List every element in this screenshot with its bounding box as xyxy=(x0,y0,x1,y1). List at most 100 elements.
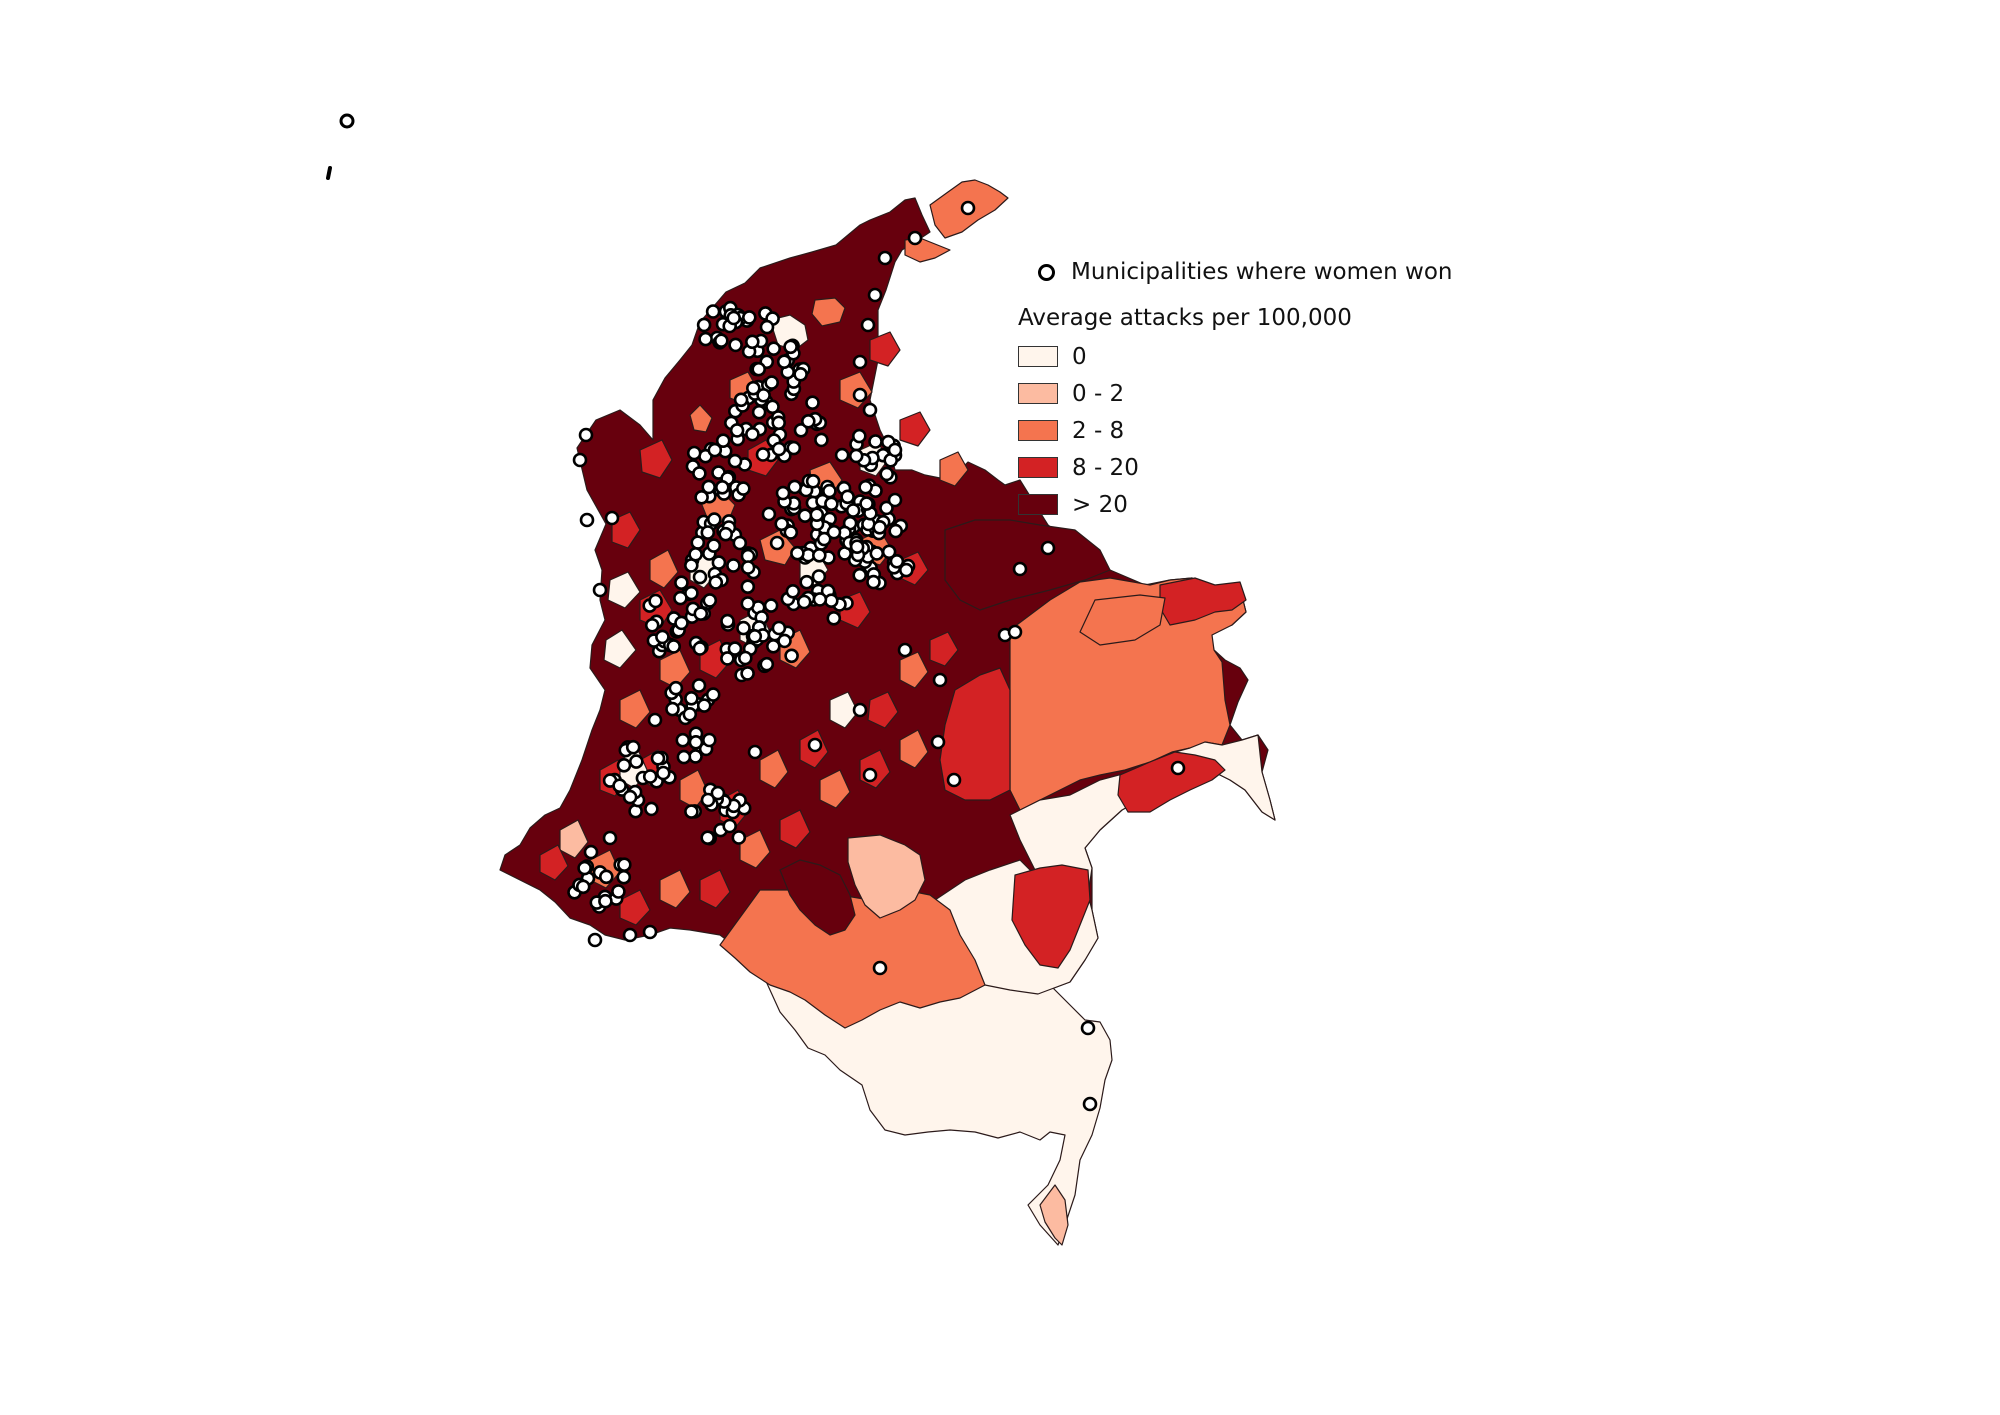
women-won-marker xyxy=(1040,540,1056,556)
center-peach xyxy=(847,834,926,919)
women-won-marker xyxy=(686,445,702,461)
women-won-marker xyxy=(747,628,763,644)
women-won-marker xyxy=(946,772,962,788)
legend-swatch xyxy=(1018,494,1058,515)
women-won-marker xyxy=(705,687,721,702)
region-patch-20 xyxy=(899,411,931,447)
women-won-marker xyxy=(845,503,861,518)
region-patch-6 xyxy=(603,629,637,669)
women-won-marker xyxy=(887,442,903,458)
women-won-marker xyxy=(960,200,976,216)
women-won-marker xyxy=(726,558,741,573)
women-won-marker xyxy=(852,702,868,718)
women-won-marker xyxy=(688,749,703,764)
women-won-marker xyxy=(715,433,731,449)
women-won-marker xyxy=(688,734,704,750)
women-won-marker xyxy=(1170,760,1186,776)
women-won-marker xyxy=(701,732,717,748)
women-won-marker xyxy=(877,250,893,266)
women-won-marker xyxy=(771,620,787,636)
women-won-marker xyxy=(930,734,946,750)
women-won-marker xyxy=(766,341,782,357)
island-marker xyxy=(339,113,355,129)
women-won-marker xyxy=(765,399,780,415)
women-won-marker-icon xyxy=(1038,263,1055,281)
women-won-marker xyxy=(793,366,808,382)
women-won-marker xyxy=(777,633,792,649)
women-won-marker xyxy=(797,508,813,524)
women-won-marker xyxy=(612,778,627,794)
women-won-marker xyxy=(755,447,771,462)
legend-class-3: 8 - 20 xyxy=(1018,449,1453,486)
women-won-marker xyxy=(696,698,712,713)
women-won-marker xyxy=(647,712,663,728)
legend-marker-row: Municipalities where women won xyxy=(1018,252,1453,292)
women-won-marker xyxy=(572,452,588,468)
women-won-marker xyxy=(602,830,618,846)
women-won-marker xyxy=(852,354,868,370)
women-won-marker xyxy=(642,924,658,940)
women-won-marker xyxy=(740,560,756,575)
women-won-marker xyxy=(816,531,832,547)
women-won-marker xyxy=(728,337,743,353)
women-won-marker xyxy=(727,453,743,469)
region-patch-25 xyxy=(829,691,859,729)
women-won-marker xyxy=(692,466,707,481)
women-won-marker xyxy=(811,547,827,563)
region-patch-37 xyxy=(659,869,691,909)
women-won-marker xyxy=(848,448,864,464)
women-won-marker xyxy=(907,230,923,246)
women-won-marker xyxy=(800,413,816,429)
women-won-marker xyxy=(682,706,698,722)
guaviare-red xyxy=(1011,864,1091,969)
women-won-marker xyxy=(714,479,730,495)
women-won-marker xyxy=(852,387,868,403)
women-won-marker xyxy=(764,375,780,390)
women-won-marker xyxy=(622,927,638,943)
women-won-marker xyxy=(692,569,708,585)
women-won-marker xyxy=(737,650,753,666)
women-won-marker xyxy=(674,615,689,631)
women-won-marker xyxy=(774,516,790,532)
women-won-marker xyxy=(872,519,888,535)
women-won-marker xyxy=(740,596,756,611)
women-won-marker xyxy=(744,334,760,350)
women-won-marker xyxy=(834,447,850,463)
region-patch-2 xyxy=(689,404,713,433)
women-won-marker xyxy=(616,857,632,873)
women-won-marker xyxy=(822,483,837,499)
women-won-marker xyxy=(578,427,594,443)
region-patch-24 xyxy=(867,691,899,729)
women-won-marker xyxy=(692,641,708,656)
women-won-marker xyxy=(872,960,888,976)
women-won-marker xyxy=(887,492,903,508)
women-won-marker xyxy=(1007,624,1023,640)
women-won-marker xyxy=(771,415,787,431)
women-won-marker xyxy=(694,489,709,505)
women-won-marker xyxy=(849,539,865,555)
legend-class-2: 2 - 8 xyxy=(1018,412,1453,449)
region-patch-5 xyxy=(607,571,641,609)
region-patch-18 xyxy=(869,331,901,367)
legend-swatch xyxy=(1018,457,1058,478)
region-patch-3 xyxy=(639,439,673,479)
women-won-marker xyxy=(759,319,775,335)
women-won-marker xyxy=(592,582,608,598)
women-won-marker xyxy=(765,638,781,654)
women-won-marker xyxy=(897,642,913,658)
region-patch-48 xyxy=(649,549,679,589)
women-won-marker xyxy=(693,606,709,622)
legend-class-label: 0 xyxy=(1072,343,1087,370)
legend-swatch xyxy=(1018,346,1058,367)
women-won-marker xyxy=(684,804,699,819)
women-won-marker xyxy=(691,678,707,693)
region-patch-22 xyxy=(929,631,959,667)
region-patch-43 xyxy=(899,729,929,769)
region-patch-21 xyxy=(939,451,969,487)
women-won-marker xyxy=(676,749,692,765)
women-won-markers xyxy=(567,200,1186,1112)
women-won-marker xyxy=(706,512,722,527)
women-won-marker xyxy=(932,672,948,688)
legend-class-4: > 20 xyxy=(1018,486,1453,523)
